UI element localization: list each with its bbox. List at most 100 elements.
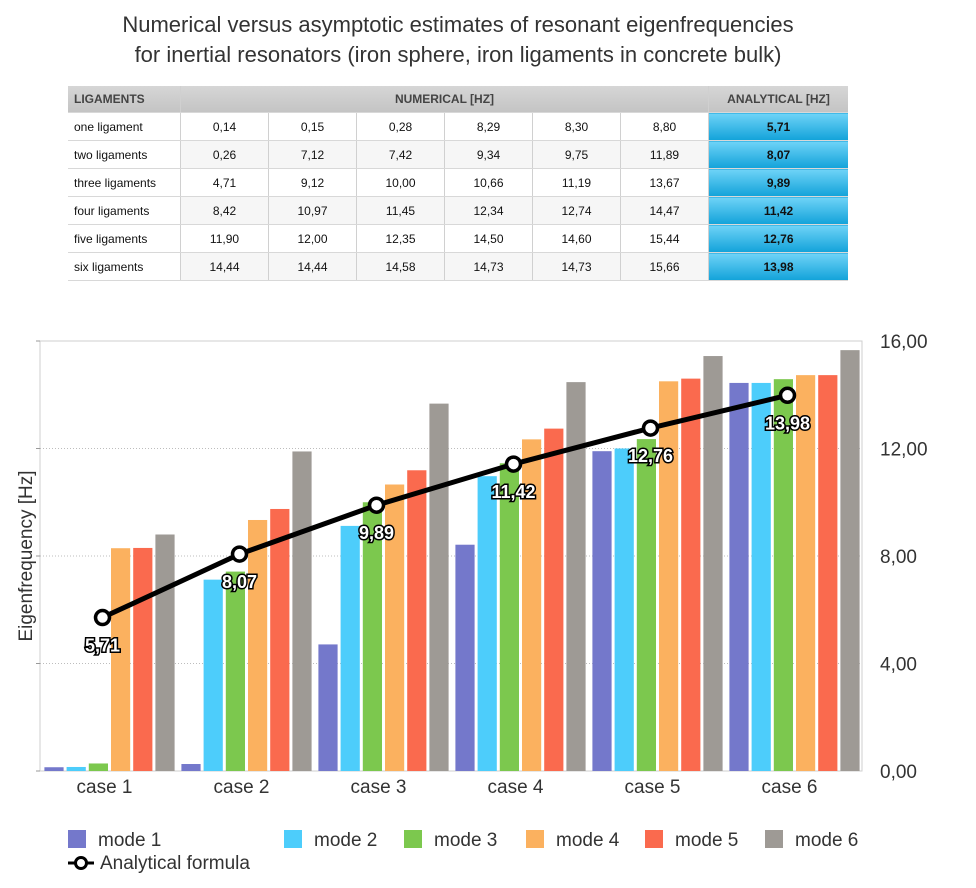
chart-title: Numerical versus asymptotic estimates of… <box>0 10 916 70</box>
table-body: one ligament 0,14 0,15 0,28 8,29 8,30 8,80 5,71… <box>68 112 848 281</box>
legend-label: mode 4 <box>556 830 620 851</box>
table-row: one ligament 0,14 0,15 0,28 8,29 8,30 8,80 5,71 <box>68 112 848 141</box>
numerical-cell: 14,73 <box>532 252 621 281</box>
line-data-label: 5,71 <box>85 636 120 656</box>
line-point <box>778 386 797 405</box>
table-row: five ligaments 11,90 12,00 12,35 14,50 14,60 1… <box>68 224 848 253</box>
legend-label: mode 5 <box>675 830 739 851</box>
numerical-cell: 0,14 <box>180 112 269 141</box>
numerical-cell: 9,75 <box>532 140 621 169</box>
numerical-cell: 14,44 <box>180 252 269 281</box>
numerical-cell: 8,80 <box>620 112 709 141</box>
bar <box>88 763 108 771</box>
y-tick-label: 16,00 <box>880 332 928 353</box>
legend-label: mode 3 <box>434 830 498 851</box>
bar <box>499 463 519 771</box>
numerical-cell: 15,44 <box>620 224 709 253</box>
numerical-cell: 8,29 <box>444 112 533 141</box>
numerical-cell: 11,45 <box>356 196 445 225</box>
line-data-label: 12,76 <box>628 446 673 466</box>
y-axis-label: Eigenfrequency [Hz] <box>16 470 37 641</box>
bar <box>111 548 131 771</box>
numerical-cell: 9,34 <box>444 140 533 169</box>
line-data-label: 11,42 <box>491 482 535 502</box>
legend-item: mode 3 <box>404 830 497 852</box>
numerical-cell: 14,44 <box>268 252 357 281</box>
analytical-cell: 9,89 <box>708 168 848 197</box>
numerical-cell: 11,90 <box>180 224 269 253</box>
line-data-label: 8,07 <box>222 572 257 592</box>
line-point <box>93 608 112 627</box>
numerical-cell: 14,47 <box>620 196 709 225</box>
bar <box>270 508 290 771</box>
numerical-cell: 4,71 <box>180 168 269 197</box>
legend-swatch <box>68 830 86 848</box>
row-label: four ligaments <box>68 196 181 225</box>
table-row: three ligaments 4,71 9,12 10,00 10,66 11,19 13… <box>68 168 848 197</box>
bar <box>773 379 793 771</box>
bar-line-chart: 0,00 4,00 8,00 12,00 16,00 Eigenfrequency [Hz… <box>16 332 928 798</box>
legend-line-marker <box>68 856 94 870</box>
x-tick-label: case 6 <box>762 777 818 798</box>
bar <box>407 470 427 771</box>
row-label: five ligaments <box>68 224 181 253</box>
analytical-cell: 12,76 <box>708 224 848 253</box>
bar <box>592 451 612 771</box>
legend-item: mode 5 <box>645 830 738 852</box>
y-tick-label: 0,00 <box>880 762 917 783</box>
bar <box>248 519 268 771</box>
table-header-row: LIGAMENTS NUMERICAL [HZ] ANALYTICAL [HZ] <box>68 86 848 113</box>
line-point <box>504 455 523 473</box>
y-tick-label: 4,00 <box>880 655 917 676</box>
x-tick-label: case 3 <box>351 777 407 798</box>
y-tick-label: 12,00 <box>880 440 928 461</box>
analytical-cell: 8,07 <box>708 140 848 169</box>
numerical-cell: 0,26 <box>180 140 269 169</box>
legend-label: mode 6 <box>795 830 859 851</box>
numerical-cell: 11,89 <box>620 140 709 169</box>
line-data-label: 9,89 <box>359 523 394 543</box>
bar <box>614 448 634 771</box>
bar <box>636 439 656 771</box>
numerical-cell: 15,66 <box>620 252 709 281</box>
legend-item-analytical: Analytical formula <box>68 853 250 875</box>
header-numerical: NUMERICAL [HZ] <box>180 86 709 113</box>
legend-swatch <box>284 830 302 848</box>
numerical-cell: 12,34 <box>444 196 533 225</box>
numerical-cell: 0,28 <box>356 112 445 141</box>
row-label: three ligaments <box>68 168 181 197</box>
x-tick-label: case 2 <box>214 777 270 798</box>
numerical-cell: 14,58 <box>356 252 445 281</box>
table-row: four ligaments 8,42 10,97 11,45 12,34 12,74 14… <box>68 196 848 225</box>
analytical-cell: 13,98 <box>708 252 848 281</box>
bar <box>729 382 749 771</box>
bar <box>155 534 175 771</box>
analytical-cell: 5,71 <box>708 112 848 141</box>
bar <box>318 644 338 771</box>
analytical-line <box>101 392 789 620</box>
analytical-cell: 11,42 <box>708 196 848 225</box>
bar <box>66 766 86 771</box>
numerical-cell: 12,35 <box>356 224 445 253</box>
bar <box>544 428 564 771</box>
bar <box>44 767 64 771</box>
data-table: LIGAMENTS NUMERICAL [HZ] ANALYTICAL [HZ]… <box>68 86 848 281</box>
table-row: two ligaments 0,26 7,12 7,42 9,34 9,75 11,89 8,… <box>68 140 848 169</box>
bar <box>659 381 679 771</box>
legend-label: mode 2 <box>314 830 378 851</box>
numerical-cell: 14,60 <box>532 224 621 253</box>
numerical-cell: 8,30 <box>532 112 621 141</box>
bar <box>385 484 405 771</box>
bar <box>681 378 701 771</box>
title-line-2: for inertial resonators (iron sphere, ir… <box>134 42 782 67</box>
legend-label: mode 1 <box>98 830 162 851</box>
legend-swatch <box>404 830 422 848</box>
line-data-label: 13,98 <box>765 413 810 433</box>
legend-swatch <box>645 830 663 848</box>
bar <box>455 544 475 771</box>
numerical-cell: 13,67 <box>620 168 709 197</box>
line-point <box>367 496 386 514</box>
numerical-cell: 9,12 <box>268 168 357 197</box>
numerical-cell: 10,66 <box>444 168 533 197</box>
header-analytical: ANALYTICAL [HZ] <box>708 86 848 113</box>
